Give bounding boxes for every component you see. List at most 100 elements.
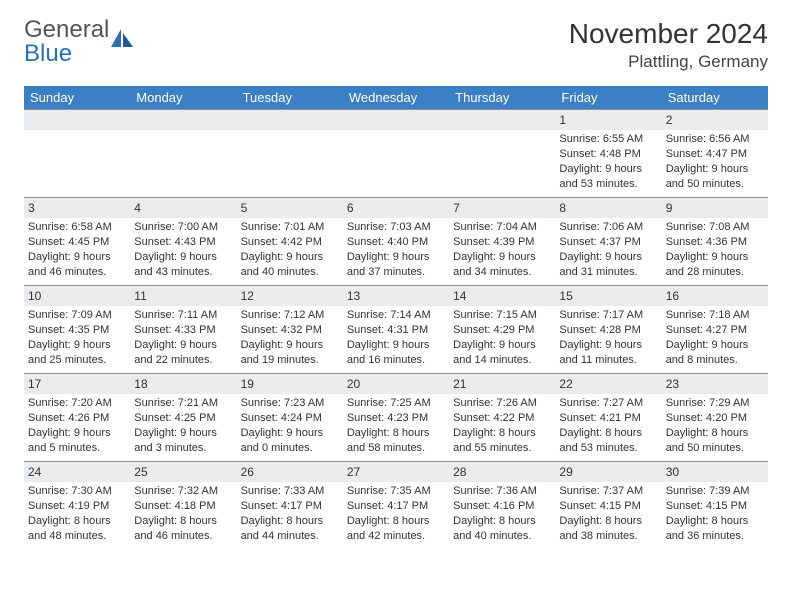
day-body: Sunrise: 7:03 AMSunset: 4:40 PMDaylight:… <box>343 218 449 283</box>
calendar-day-cell: 23Sunrise: 7:29 AMSunset: 4:20 PMDayligh… <box>662 373 768 461</box>
sunset-text: Sunset: 4:15 PM <box>666 499 764 514</box>
daylight-text: Daylight: 8 hours and 50 minutes. <box>666 426 764 456</box>
day-number: 21 <box>449 373 555 394</box>
sunset-text: Sunset: 4:32 PM <box>241 323 339 338</box>
daylight-text: Daylight: 9 hours and 19 minutes. <box>241 338 339 368</box>
sunset-text: Sunset: 4:18 PM <box>134 499 232 514</box>
calendar-day-cell: 6Sunrise: 7:03 AMSunset: 4:40 PMDaylight… <box>343 197 449 285</box>
sunset-text: Sunset: 4:19 PM <box>28 499 126 514</box>
daylight-text: Daylight: 9 hours and 53 minutes. <box>559 162 657 192</box>
sunrise-text: Sunrise: 7:09 AM <box>28 308 126 323</box>
day-body: Sunrise: 7:39 AMSunset: 4:15 PMDaylight:… <box>662 482 768 547</box>
calendar-day-cell: 9Sunrise: 7:08 AMSunset: 4:36 PMDaylight… <box>662 197 768 285</box>
sunset-text: Sunset: 4:36 PM <box>666 235 764 250</box>
daylight-text: Daylight: 9 hours and 5 minutes. <box>28 426 126 456</box>
calendar-day-cell: 24Sunrise: 7:30 AMSunset: 4:19 PMDayligh… <box>24 461 130 549</box>
day-number: 17 <box>24 373 130 394</box>
sunrise-text: Sunrise: 7:15 AM <box>453 308 551 323</box>
calendar-day-cell: 4Sunrise: 7:00 AMSunset: 4:43 PMDaylight… <box>130 197 236 285</box>
calendar-day-cell: 27Sunrise: 7:35 AMSunset: 4:17 PMDayligh… <box>343 461 449 549</box>
logo-text: General Blue <box>24 18 109 66</box>
sunset-text: Sunset: 4:39 PM <box>453 235 551 250</box>
daylight-text: Daylight: 8 hours and 44 minutes. <box>241 514 339 544</box>
sunrise-text: Sunrise: 6:58 AM <box>28 220 126 235</box>
weekday-header: Monday <box>130 86 236 109</box>
sunset-text: Sunset: 4:35 PM <box>28 323 126 338</box>
sunset-text: Sunset: 4:27 PM <box>666 323 764 338</box>
day-number: 7 <box>449 197 555 218</box>
daylight-text: Daylight: 9 hours and 43 minutes. <box>134 250 232 280</box>
day-body: Sunrise: 7:01 AMSunset: 4:42 PMDaylight:… <box>237 218 343 283</box>
day-number: 8 <box>555 197 661 218</box>
sunrise-text: Sunrise: 7:17 AM <box>559 308 657 323</box>
day-body: Sunrise: 7:04 AMSunset: 4:39 PMDaylight:… <box>449 218 555 283</box>
sunrise-text: Sunrise: 7:29 AM <box>666 396 764 411</box>
sunset-text: Sunset: 4:24 PM <box>241 411 339 426</box>
day-body: Sunrise: 7:37 AMSunset: 4:15 PMDaylight:… <box>555 482 661 547</box>
sunset-text: Sunset: 4:25 PM <box>134 411 232 426</box>
day-number: 10 <box>24 285 130 306</box>
day-number: 13 <box>343 285 449 306</box>
day-body: Sunrise: 7:29 AMSunset: 4:20 PMDaylight:… <box>662 394 768 459</box>
page-title: November 2024 <box>569 18 768 50</box>
calendar-day-cell: 12Sunrise: 7:12 AMSunset: 4:32 PMDayligh… <box>237 285 343 373</box>
day-body: Sunrise: 7:30 AMSunset: 4:19 PMDaylight:… <box>24 482 130 547</box>
day-body: Sunrise: 7:15 AMSunset: 4:29 PMDaylight:… <box>449 306 555 371</box>
weekday-header: Tuesday <box>237 86 343 109</box>
sunrise-text: Sunrise: 7:14 AM <box>347 308 445 323</box>
calendar-day-cell: 13Sunrise: 7:14 AMSunset: 4:31 PMDayligh… <box>343 285 449 373</box>
day-number: 25 <box>130 461 236 482</box>
sunrise-text: Sunrise: 7:32 AM <box>134 484 232 499</box>
sunrise-text: Sunrise: 7:35 AM <box>347 484 445 499</box>
calendar-day-cell: 20Sunrise: 7:25 AMSunset: 4:23 PMDayligh… <box>343 373 449 461</box>
day-body: Sunrise: 7:35 AMSunset: 4:17 PMDaylight:… <box>343 482 449 547</box>
header: General Blue November 2024 Plattling, Ge… <box>0 0 792 80</box>
daylight-text: Daylight: 8 hours and 53 minutes. <box>559 426 657 456</box>
daylight-text: Daylight: 9 hours and 40 minutes. <box>241 250 339 280</box>
day-body: Sunrise: 7:11 AMSunset: 4:33 PMDaylight:… <box>130 306 236 371</box>
day-body: Sunrise: 7:08 AMSunset: 4:36 PMDaylight:… <box>662 218 768 283</box>
day-body: Sunrise: 7:33 AMSunset: 4:17 PMDaylight:… <box>237 482 343 547</box>
sunrise-text: Sunrise: 7:08 AM <box>666 220 764 235</box>
daylight-text: Daylight: 9 hours and 31 minutes. <box>559 250 657 280</box>
sunrise-text: Sunrise: 7:00 AM <box>134 220 232 235</box>
day-number <box>449 109 555 130</box>
day-body: Sunrise: 7:12 AMSunset: 4:32 PMDaylight:… <box>237 306 343 371</box>
sunset-text: Sunset: 4:43 PM <box>134 235 232 250</box>
sunrise-text: Sunrise: 7:26 AM <box>453 396 551 411</box>
sunset-text: Sunset: 4:16 PM <box>453 499 551 514</box>
sunrise-text: Sunrise: 6:56 AM <box>666 132 764 147</box>
day-number: 23 <box>662 373 768 394</box>
daylight-text: Daylight: 9 hours and 34 minutes. <box>453 250 551 280</box>
daylight-text: Daylight: 9 hours and 46 minutes. <box>28 250 126 280</box>
day-number: 22 <box>555 373 661 394</box>
calendar-day-cell: 26Sunrise: 7:33 AMSunset: 4:17 PMDayligh… <box>237 461 343 549</box>
day-number: 15 <box>555 285 661 306</box>
daylight-text: Daylight: 8 hours and 55 minutes. <box>453 426 551 456</box>
daylight-text: Daylight: 9 hours and 25 minutes. <box>28 338 126 368</box>
day-body: Sunrise: 7:27 AMSunset: 4:21 PMDaylight:… <box>555 394 661 459</box>
sunset-text: Sunset: 4:47 PM <box>666 147 764 162</box>
weekday-header: Thursday <box>449 86 555 109</box>
daylight-text: Daylight: 9 hours and 16 minutes. <box>347 338 445 368</box>
daylight-text: Daylight: 9 hours and 28 minutes. <box>666 250 764 280</box>
sunrise-text: Sunrise: 7:04 AM <box>453 220 551 235</box>
day-number: 24 <box>24 461 130 482</box>
calendar-day-cell <box>237 109 343 197</box>
calendar-day-cell: 15Sunrise: 7:17 AMSunset: 4:28 PMDayligh… <box>555 285 661 373</box>
day-number: 3 <box>24 197 130 218</box>
calendar-day-cell <box>130 109 236 197</box>
calendar-day-cell: 22Sunrise: 7:27 AMSunset: 4:21 PMDayligh… <box>555 373 661 461</box>
calendar-day-cell: 10 Sunrise: 7:09 AMSunset: 4:35 PMDayligh… <box>24 285 130 373</box>
daylight-text: Daylight: 8 hours and 38 minutes. <box>559 514 657 544</box>
sunrise-text: Sunrise: 7:23 AM <box>241 396 339 411</box>
day-body: Sunrise: 7:32 AMSunset: 4:18 PMDaylight:… <box>130 482 236 547</box>
sunset-text: Sunset: 4:37 PM <box>559 235 657 250</box>
day-body: Sunrise: 7:17 AMSunset: 4:28 PMDaylight:… <box>555 306 661 371</box>
calendar-day-cell: 5Sunrise: 7:01 AMSunset: 4:42 PMDaylight… <box>237 197 343 285</box>
daylight-text: Daylight: 9 hours and 3 minutes. <box>134 426 232 456</box>
day-number: 27 <box>343 461 449 482</box>
calendar-day-cell: 30Sunrise: 7:39 AMSunset: 4:15 PMDayligh… <box>662 461 768 549</box>
sunrise-text: Sunrise: 7:30 AM <box>28 484 126 499</box>
daylight-text: Daylight: 9 hours and 11 minutes. <box>559 338 657 368</box>
